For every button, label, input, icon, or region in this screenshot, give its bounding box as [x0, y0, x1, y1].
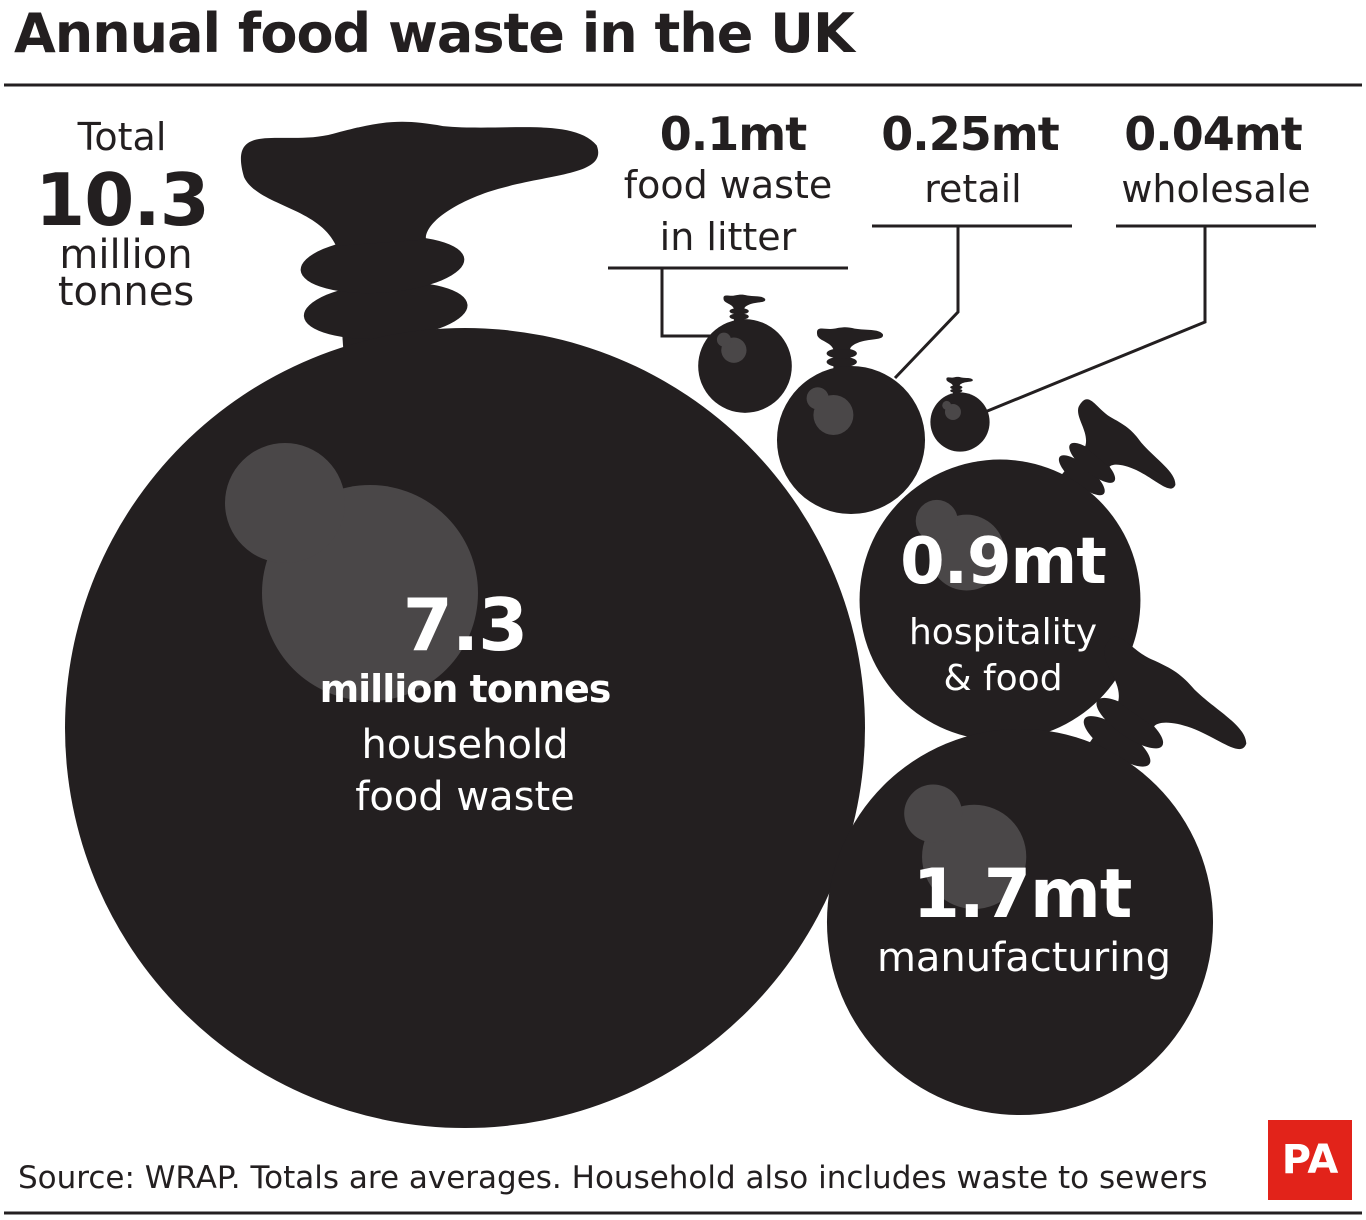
- leader-lines: [608, 224, 1316, 414]
- neck-knot: [826, 356, 857, 368]
- value-label: 0.1mt: [659, 107, 807, 162]
- sack-body: [698, 319, 792, 413]
- sack-highlight: [915, 499, 1005, 591]
- total-unit: million tonnes: [57, 231, 195, 315]
- category-label: household food waste: [355, 722, 575, 820]
- highlight: [806, 387, 829, 410]
- total-value: 10.3: [35, 157, 210, 242]
- sack-highlight: [716, 332, 747, 363]
- neck-knot: [1058, 455, 1105, 496]
- category-label: wholesale: [1121, 167, 1311, 212]
- sack: [859, 399, 1176, 741]
- highlight: [915, 499, 958, 543]
- neck-top: [1104, 636, 1247, 749]
- total-label: Total: [77, 115, 167, 160]
- highlight: [942, 400, 952, 410]
- value-label: 7.3: [402, 582, 529, 667]
- neck-knot: [826, 348, 857, 359]
- sack-highlight: [225, 443, 478, 701]
- value-label: 0.25mt: [881, 107, 1059, 162]
- sack-highlight: [942, 400, 961, 421]
- value-label: 0.9mt: [900, 524, 1107, 599]
- unit-label: million tonnes: [319, 667, 612, 712]
- source-note: Source: WRAP. Totals are averages. House…: [18, 1160, 1208, 1196]
- highlight: [904, 784, 963, 843]
- neck-knot: [950, 388, 963, 393]
- category-label: retail: [924, 167, 1022, 212]
- sack: [698, 294, 792, 413]
- sack: [65, 121, 865, 1128]
- neck-knot: [1069, 442, 1116, 483]
- sack-neck: [946, 376, 973, 394]
- category-label: manufacturing: [876, 935, 1172, 981]
- chart-title: Annual food waste in the UK: [14, 2, 855, 65]
- neck-knot: [303, 282, 468, 340]
- neck-knot: [300, 236, 465, 294]
- neck-knot: [1096, 697, 1164, 749]
- sack-highlight: [904, 784, 1027, 909]
- sack-body: [776, 365, 926, 515]
- neck-top: [816, 327, 884, 350]
- neck-top: [946, 376, 973, 386]
- sack-body: [930, 392, 990, 452]
- value-label: 0.04mt: [1124, 107, 1302, 162]
- neck-knot: [1083, 716, 1151, 767]
- sack-highlight: [806, 387, 854, 436]
- neck-knot: [950, 385, 963, 390]
- sack-neck: [240, 121, 599, 356]
- sack-neck: [816, 327, 884, 370]
- category-label: hospitality & food: [908, 612, 1098, 699]
- neck-knot: [729, 313, 749, 320]
- sack: [776, 327, 926, 515]
- highlight: [716, 332, 731, 347]
- neck-top: [240, 121, 599, 246]
- highlight: [225, 443, 345, 563]
- neck-top: [723, 294, 766, 309]
- category-label: food waste in litter: [623, 163, 833, 259]
- sack-neck: [723, 294, 766, 322]
- neck-top: [1078, 399, 1176, 489]
- value-label: 1.7mt: [912, 855, 1133, 935]
- sack: [826, 636, 1247, 1116]
- neck-knot: [729, 307, 749, 315]
- sack: [930, 376, 990, 452]
- logo: PA: [1268, 1120, 1352, 1200]
